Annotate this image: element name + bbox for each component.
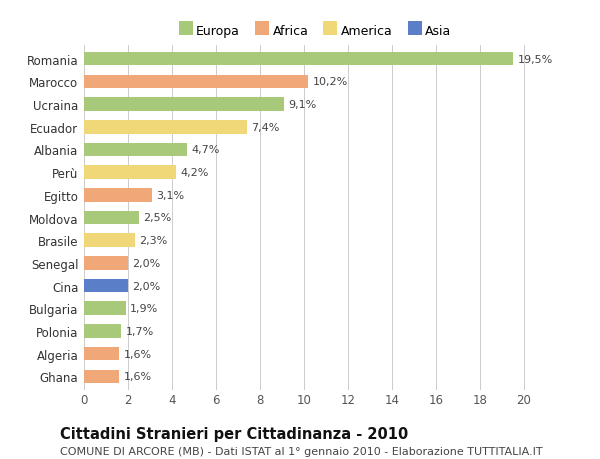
Text: 2,5%: 2,5% <box>143 213 172 223</box>
Legend: Europa, Africa, America, Asia: Europa, Africa, America, Asia <box>179 25 451 38</box>
Bar <box>84 121 247 134</box>
Bar <box>84 211 139 225</box>
Bar <box>84 370 119 383</box>
Text: 19,5%: 19,5% <box>517 55 553 64</box>
Bar <box>84 189 152 202</box>
Text: COMUNE DI ARCORE (MB) - Dati ISTAT al 1° gennaio 2010 - Elaborazione TUTTITALIA.: COMUNE DI ARCORE (MB) - Dati ISTAT al 1°… <box>60 446 542 456</box>
Bar <box>84 257 128 270</box>
Text: 1,9%: 1,9% <box>130 303 158 313</box>
Bar <box>84 325 121 338</box>
Bar <box>84 75 308 89</box>
Bar <box>84 347 119 361</box>
Text: Cittadini Stranieri per Cittadinanza - 2010: Cittadini Stranieri per Cittadinanza - 2… <box>60 426 408 441</box>
Text: 2,0%: 2,0% <box>133 258 161 269</box>
Text: 10,2%: 10,2% <box>313 77 348 87</box>
Bar <box>84 279 128 293</box>
Text: 2,3%: 2,3% <box>139 235 167 246</box>
Text: 4,2%: 4,2% <box>181 168 209 178</box>
Bar <box>84 166 176 179</box>
Text: 3,1%: 3,1% <box>157 190 185 201</box>
Bar <box>84 302 126 315</box>
Text: 1,7%: 1,7% <box>126 326 154 336</box>
Bar <box>84 234 134 247</box>
Text: 4,7%: 4,7% <box>192 145 220 155</box>
Bar <box>84 143 187 157</box>
Text: 2,0%: 2,0% <box>133 281 161 291</box>
Text: 9,1%: 9,1% <box>289 100 317 110</box>
Bar <box>84 53 513 66</box>
Bar <box>84 98 284 112</box>
Text: 7,4%: 7,4% <box>251 123 280 133</box>
Text: 1,6%: 1,6% <box>124 349 152 359</box>
Text: 1,6%: 1,6% <box>124 372 152 381</box>
